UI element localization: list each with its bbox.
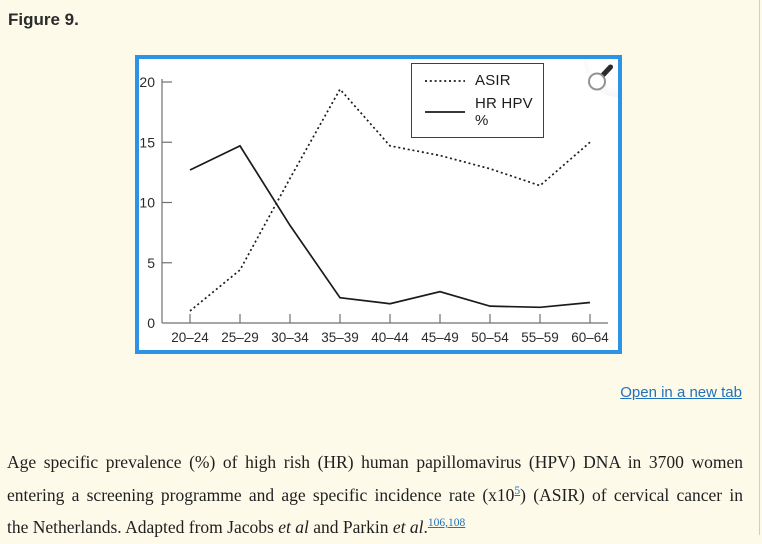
figure-title: Figure 9.	[8, 10, 79, 29]
legend-item-asir: ASIR	[425, 72, 543, 89]
x-tick-label: 35–39	[321, 330, 359, 345]
solid-line-sample-icon	[425, 111, 465, 113]
reference-link-106-108[interactable]: 106,108	[427, 517, 466, 530]
caption-etal: et al	[392, 517, 424, 537]
caption-text: and Parkin	[308, 517, 393, 537]
figure-caption: Age specific prevalence (%) of high rish…	[7, 446, 743, 544]
x-tick-label: 25–29	[221, 330, 259, 345]
x-tick-label: 50–54	[471, 330, 509, 345]
reference-link-5[interactable]: 5	[514, 484, 521, 497]
caption-text: .	[423, 517, 428, 537]
y-tick-label: 5	[147, 255, 155, 271]
series-line-asir	[189, 87, 591, 312]
figure-zoom-button[interactable]	[584, 59, 618, 97]
y-tick-label: 10	[139, 195, 155, 211]
x-tick-label: 60–64	[571, 330, 609, 345]
y-tick-label: 20	[139, 74, 155, 90]
x-tick-label: 20–24	[171, 330, 209, 345]
x-tick-label: 30–34	[271, 330, 309, 345]
caption-etal: et al	[278, 517, 309, 537]
caption-text: the Netherlands. Adapted from Jacobs	[7, 517, 279, 537]
legend-item-hr-hpv: HR HPV %	[425, 95, 543, 129]
caption-line-2: entering a screening programme and age s…	[7, 479, 743, 512]
legend-label-asir: ASIR	[475, 72, 511, 89]
caption-line-3: the Netherlands. Adapted from Jacobs et …	[7, 511, 743, 544]
x-tick-label: 55–59	[521, 330, 559, 345]
caption-line-1: Age specific prevalence (%) of high rish…	[7, 452, 743, 472]
magnifier-icon	[588, 64, 613, 91]
chart-plot: 0 5 10 15 20 20–24 25–29 30–34 35–39 40–44 45–49 50…	[139, 74, 609, 345]
open-in-new-tab-link[interactable]: Open in a new tab	[620, 384, 742, 401]
series-line-hr-hpv-	[189, 144, 591, 309]
dotted-line-sample-icon	[425, 79, 465, 82]
chart-plot-area: 0 5 10 15 20 20–24 25–29 30–34 35–39 40–44 45–49 50…	[139, 59, 618, 350]
caption-text: entering a screening programme and age s…	[7, 484, 515, 505]
x-tick-label: 45–49	[421, 330, 459, 345]
figure-image[interactable]: 0 5 10 15 20 20–24 25–29 30–34 35–39 40–44 45–49 50…	[135, 55, 622, 354]
y-tick-label: 0	[147, 315, 155, 331]
chart-legend: ASIR HR HPV %	[411, 63, 544, 138]
caption-text: ) (ASIR) of cervical cancer in	[520, 484, 743, 505]
x-tick-label: 40–44	[371, 330, 409, 345]
legend-label-hr-hpv: HR HPV %	[475, 95, 533, 129]
panel-edge-divider	[759, 0, 760, 535]
y-tick-label: 15	[139, 134, 155, 150]
